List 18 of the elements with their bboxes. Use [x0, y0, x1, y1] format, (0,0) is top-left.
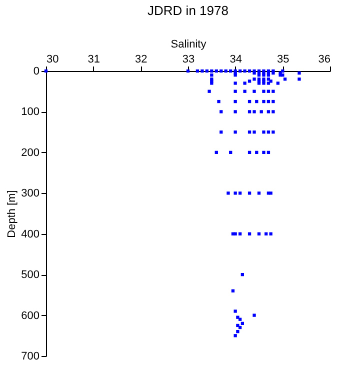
x-tick-label: 35 — [277, 54, 290, 66]
x-tick-label: 34 — [230, 54, 242, 66]
x-tick-label: 30 — [46, 54, 59, 66]
x-tick-label: 31 — [88, 54, 100, 66]
y-tick-label: 200 — [21, 146, 40, 159]
x-tick-label: 36 — [318, 54, 330, 66]
y-tick-label: 700 — [21, 350, 40, 362]
x-tick-label: 33 — [182, 54, 195, 66]
y-tick-label: 500 — [21, 269, 40, 282]
y-axis-title: Depth [m] — [6, 190, 18, 238]
chart-title: JDRD in 1978 — [148, 3, 228, 18]
y-tick-label: 100 — [21, 106, 40, 118]
y-tick-label: 0 — [33, 66, 40, 78]
y-tick-label: 400 — [21, 228, 40, 240]
x-tick-label: 32 — [135, 54, 148, 66]
y-tick-label: 300 — [21, 188, 40, 200]
y-tick-label: 600 — [21, 310, 40, 322]
x-axis-title: Salinity — [170, 38, 207, 50]
